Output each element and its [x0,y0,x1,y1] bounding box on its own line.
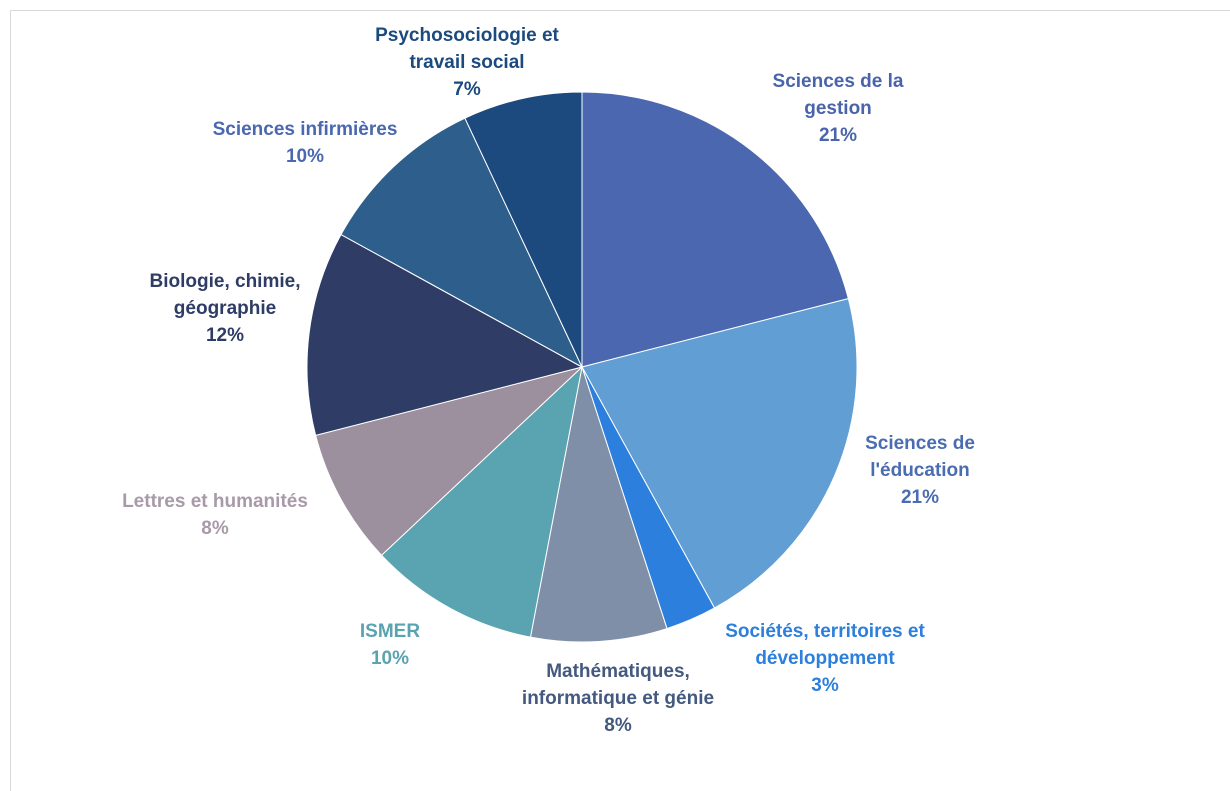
data-label: Psychosociologie et travail social 7% [347,22,587,103]
value-label: 10% [370,648,410,669]
data-label: ISMER 10% [340,618,440,672]
category-label: Sciences infirmières [212,119,398,140]
chart-border [10,10,1230,791]
value-label: 21% [900,487,940,508]
value-label: 8% [604,715,632,736]
data-label: Lettres et humanités 8% [90,488,340,542]
value-label: 7% [453,79,481,100]
data-label: Sociétés, territoires et développement 3% [705,618,945,699]
category-label: Sciences de la gestion [772,71,904,119]
data-label: Sciences de l'éducation 21% [845,430,995,511]
category-label: Sciences de l'éducation [865,433,975,481]
category-label: Lettres et humanités [122,491,308,512]
value-label: 12% [205,325,245,346]
category-label: Psychosociologie et travail social [375,25,559,73]
pie-slice [306,233,584,436]
pie-slice [581,298,858,609]
pie-slice [315,366,583,556]
category-label: Sociétés, territoires et développement [725,621,925,669]
data-label: Mathématiques, informatique et génie 8% [518,658,718,739]
pie-slice [581,91,849,368]
category-label: ISMER [359,621,421,642]
pie-slice [529,366,668,643]
pie-slice [464,91,583,368]
value-label: 21% [818,125,858,146]
value-label: 3% [811,675,839,696]
pie-slice [380,365,583,638]
category-label: Mathématiques, informatique et génie [521,661,715,709]
data-label: Sciences de la gestion 21% [748,68,928,149]
pie-slice [340,117,584,369]
data-label: Sciences infirmières 10% [175,116,435,170]
value-label: 8% [201,518,229,539]
category-label: Biologie, chimie, géographie [149,271,301,319]
data-label: Biologie, chimie, géographie 12% [125,268,325,349]
value-label: 10% [285,146,325,167]
